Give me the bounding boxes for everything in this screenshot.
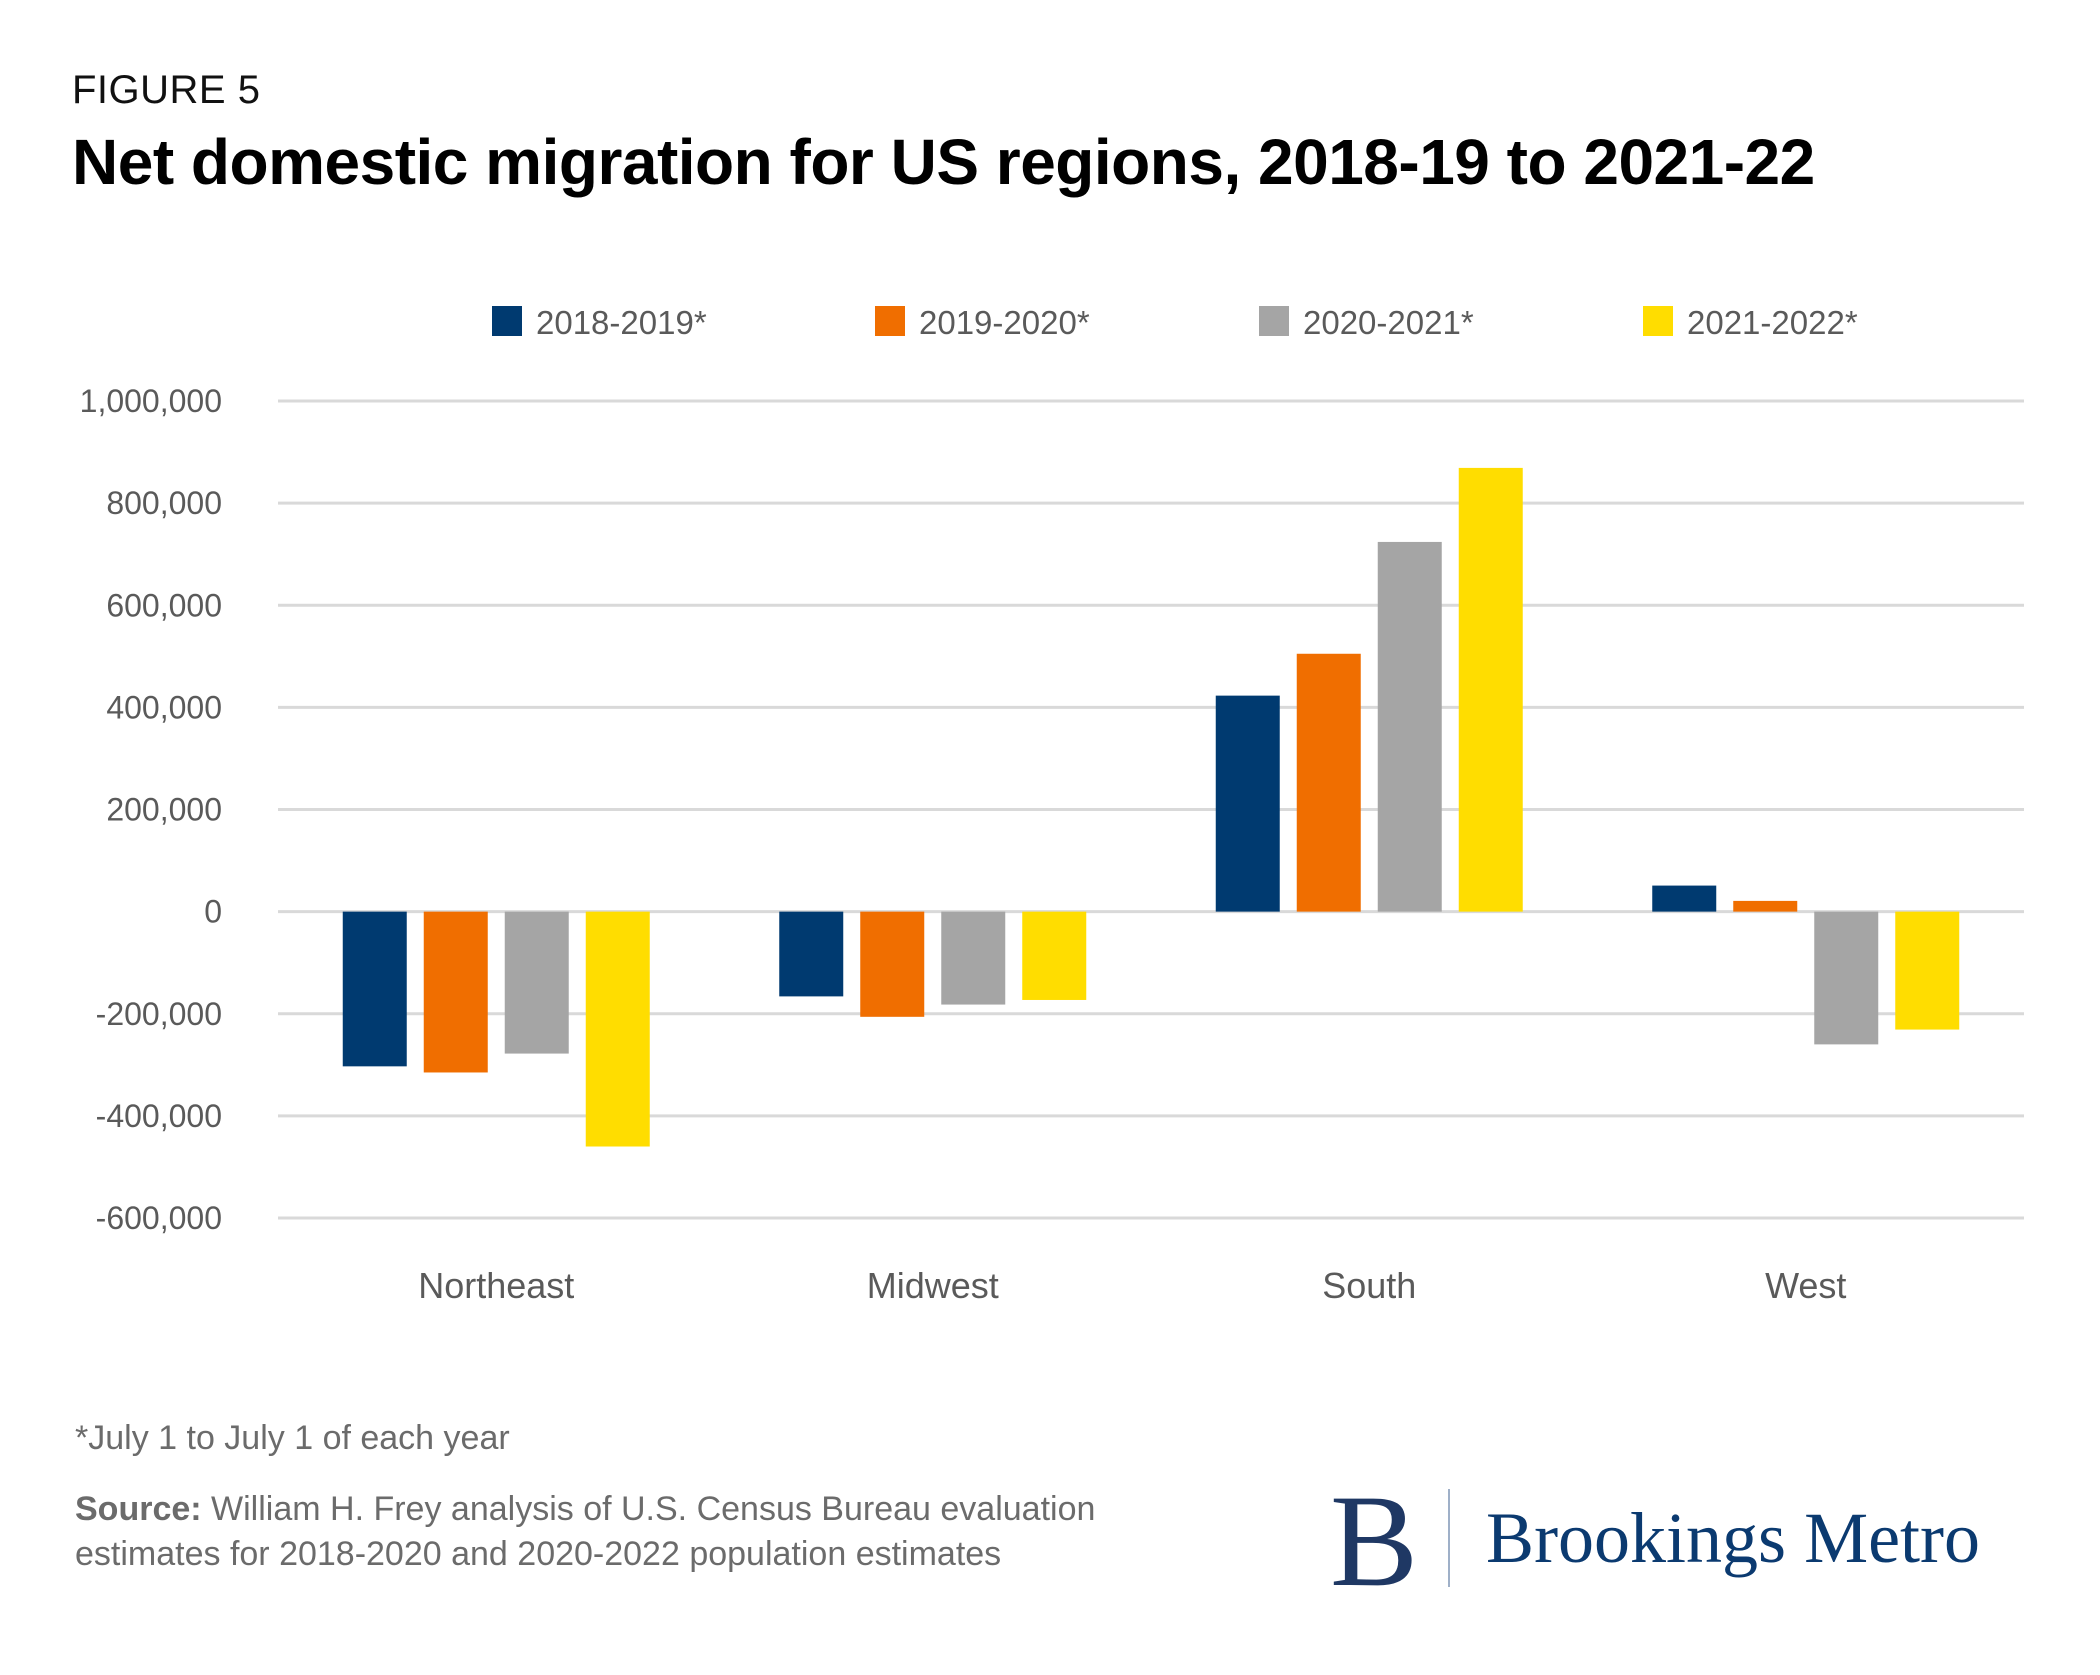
bar-midwest-4 bbox=[1022, 911, 1087, 1000]
legend-label: 2020-2021* bbox=[1303, 304, 1474, 341]
x-axis-category-labels: Northeast Midwest South West bbox=[418, 1265, 1846, 1306]
chart-title: Net domestic migration for US regions, 2… bbox=[72, 126, 1815, 198]
legend-swatch bbox=[875, 306, 905, 336]
legend-item: 2019-2020* bbox=[875, 304, 1090, 341]
bar-northeast-3 bbox=[504, 911, 569, 1054]
x-category-label: Northeast bbox=[418, 1265, 574, 1306]
legend-swatch bbox=[1643, 306, 1673, 336]
y-tick-label: 0 bbox=[204, 894, 222, 930]
bar-west-1 bbox=[1652, 885, 1717, 912]
source-text: William H. Frey analysis of U.S. Census … bbox=[75, 1490, 1096, 1573]
y-tick-label: -600,000 bbox=[96, 1200, 222, 1236]
bar-midwest-2 bbox=[860, 911, 925, 1017]
bar-northeast-2 bbox=[423, 911, 488, 1073]
bar-south-2 bbox=[1296, 653, 1361, 912]
brookings-metro-logo: B Brookings Metro bbox=[1330, 1475, 1981, 1607]
bar-south-4 bbox=[1458, 467, 1523, 912]
y-tick-label: -200,000 bbox=[96, 996, 222, 1032]
bars bbox=[342, 467, 1960, 1147]
legend-swatch bbox=[1259, 306, 1289, 336]
source-label: Source: bbox=[75, 1490, 202, 1528]
legend-item: 2018-2019* bbox=[492, 304, 707, 341]
bar-midwest-3 bbox=[941, 911, 1006, 1005]
legend-label: 2018-2019* bbox=[536, 304, 707, 341]
y-tick-label: 200,000 bbox=[106, 792, 222, 828]
x-category-label: South bbox=[1322, 1265, 1416, 1306]
bar-south-3 bbox=[1377, 541, 1442, 912]
bar-west-2 bbox=[1733, 900, 1798, 912]
bar-west-4 bbox=[1895, 911, 1960, 1030]
legend-label: 2019-2020* bbox=[919, 304, 1090, 341]
bar-south-1 bbox=[1215, 695, 1280, 912]
footnote: *July 1 to July 1 of each year bbox=[75, 1419, 510, 1457]
logo-wordmark: Brookings Metro bbox=[1486, 1498, 1981, 1578]
brookings-b-mark-icon: B bbox=[1330, 1467, 1419, 1614]
gridlines bbox=[278, 399, 2024, 1220]
y-tick-label: 600,000 bbox=[106, 587, 222, 623]
legend-item: 2020-2021* bbox=[1259, 304, 1474, 341]
y-tick-label: 1,000,000 bbox=[80, 383, 222, 419]
source-note: Source: William H. Frey analysis of U.S.… bbox=[75, 1487, 1195, 1577]
x-category-label: Midwest bbox=[867, 1265, 999, 1306]
bar-northeast-1 bbox=[342, 911, 407, 1067]
x-category-label: West bbox=[1765, 1265, 1846, 1306]
bar-west-3 bbox=[1814, 911, 1879, 1045]
y-axis-tick-labels: 1,000,000 800,000 600,000 400,000 200,000 0 -2… bbox=[80, 383, 222, 1236]
bar-northeast-4 bbox=[585, 911, 650, 1147]
legend-label: 2021-2022* bbox=[1687, 304, 1858, 341]
logo-divider bbox=[1448, 1489, 1451, 1587]
y-tick-label: -400,000 bbox=[96, 1098, 222, 1134]
legend-swatch bbox=[492, 306, 522, 336]
bar-chart: 2018-2019* 2019-2020* 2020-2021* 2021-2022*… bbox=[80, 304, 2024, 1306]
legend: 2018-2019* 2019-2020* 2020-2021* 2021-2022* bbox=[492, 304, 1858, 341]
bar-midwest-1 bbox=[779, 911, 844, 997]
y-tick-label: 400,000 bbox=[106, 689, 222, 725]
figure-label: FIGURE 5 bbox=[72, 68, 261, 112]
y-tick-label: 800,000 bbox=[106, 485, 222, 521]
legend-item: 2021-2022* bbox=[1643, 304, 1858, 341]
